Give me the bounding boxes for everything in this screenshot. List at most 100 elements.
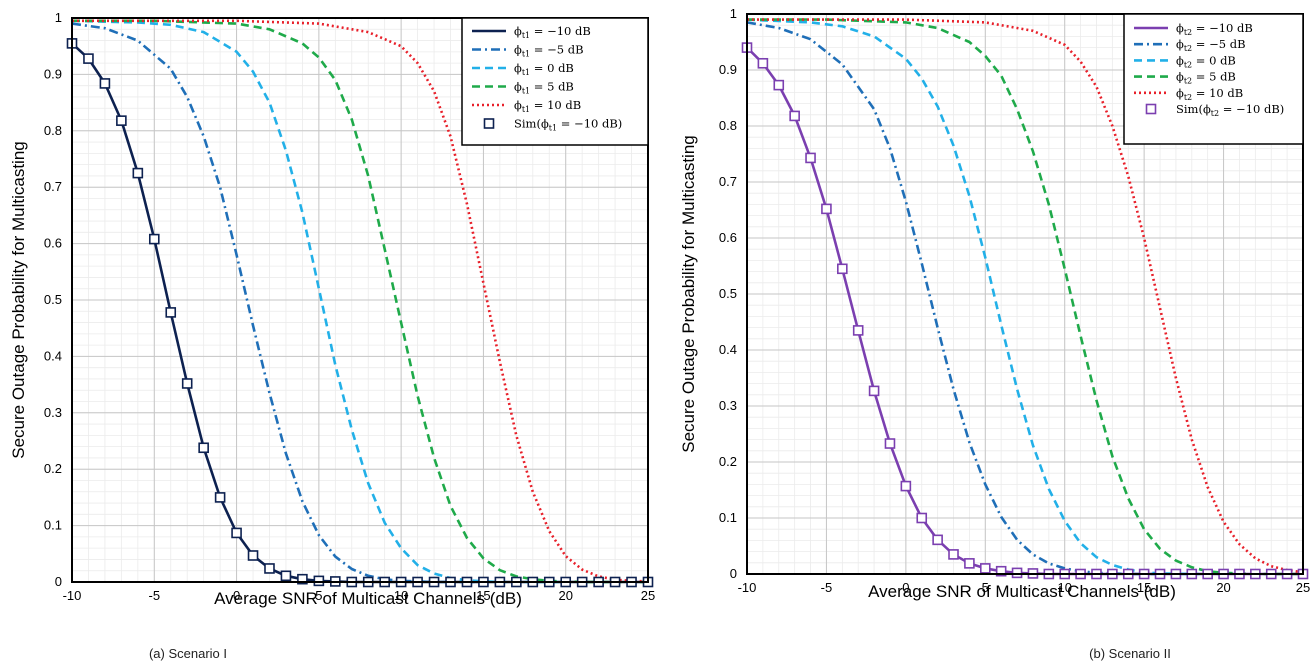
- legend-swatch: [483, 118, 495, 129]
- sim-marker: [165, 307, 177, 318]
- sim-marker: [900, 480, 912, 492]
- legend-entry-label: ϕt1 = −5 dB: [514, 43, 584, 59]
- legend-box: [1123, 13, 1304, 145]
- sim-marker: [868, 385, 880, 397]
- sim-marker: [231, 527, 242, 539]
- figure-caption: (a) Scenario I: [149, 646, 227, 661]
- x-tick-label: 0: [233, 588, 240, 603]
- series-line-5: [747, 18, 1304, 574]
- x-tick-label: -10: [63, 588, 82, 603]
- sim-marker: [995, 565, 1007, 577]
- sim-marker: [932, 534, 943, 546]
- legend-swatch: [1145, 103, 1157, 115]
- y-tick-label: 0.9: [44, 66, 62, 81]
- sim-marker: [83, 53, 94, 64]
- x-tick-label: 20: [558, 588, 572, 603]
- y-tick-label: 0.3: [44, 405, 62, 420]
- x-tick-label: 15: [476, 588, 490, 603]
- y-tick-label: 0.6: [719, 230, 737, 245]
- y-tick-label: 0.2: [719, 454, 737, 469]
- y-tick-label: 0.1: [719, 510, 737, 525]
- legend-entry-label: ϕt2 = −5 dB: [1176, 37, 1246, 53]
- y-tick-label: 0.1: [44, 518, 62, 533]
- series-line-3: [746, 18, 1224, 576]
- x-tick-label: 5: [315, 588, 322, 603]
- figure-caption: (b) Scenario II: [1089, 646, 1171, 661]
- legend-entry-label: Sim(ϕt1 = −10 dB): [514, 117, 622, 133]
- chart-panel-2: -10 -5 0 5 10 15 20 25 0 0.1 0.2 0.3 0.4 0.5 0.6 0.7 0.8…: [679, 6, 1310, 661]
- legend-entry-label: ϕt2 = −10 dB: [1176, 21, 1253, 37]
- legend: ϕt1 = −10 dB ϕt1 = −5 dB ϕt1 = 0 dB ϕt1 = 5…: [461, 17, 649, 146]
- plot-frame: [746, 13, 1304, 575]
- sim-marker: [99, 78, 111, 89]
- y-tick-label: 1: [55, 10, 62, 25]
- y-axis-title: Secure Outage Probability for Multicasti…: [9, 141, 28, 459]
- sim-marker: [773, 79, 785, 91]
- sim-marker: [979, 563, 991, 574]
- legend-entry-label: Sim(ϕt2 = −10 dB): [1176, 102, 1284, 118]
- sim-marker: [247, 550, 259, 561]
- y-tick-label: 0.5: [44, 292, 62, 307]
- x-tick-label: 10: [394, 588, 408, 603]
- sim-marker: [181, 378, 193, 389]
- y-tick-label: 0: [730, 566, 737, 581]
- legend-entry-label: ϕt2 = 0 dB: [1176, 53, 1236, 69]
- chart-panel-1: -10 -5 0 5 10 15 20 25 0 0.1 0.2 0.3 0.4 0.5 0.6 0.7 0.8…: [9, 10, 655, 661]
- x-axis-title: Average SNR of Multicast Channels (dB): [214, 589, 522, 608]
- sim-marker: [280, 570, 292, 582]
- y-tick-label: 1: [730, 6, 737, 21]
- sim-marker: [805, 152, 816, 164]
- legend-entry-label: ϕt1 = 10 dB: [514, 98, 581, 114]
- x-tick-label: 0: [902, 580, 909, 595]
- y-tick-label: 0.7: [44, 179, 62, 194]
- plot-frame: [71, 17, 649, 583]
- x-tick-label: -5: [821, 580, 833, 595]
- legend-entry-label: ϕt2 = 5 dB: [1176, 70, 1236, 86]
- series-line-3: [71, 19, 566, 584]
- y-tick-label: 0.2: [44, 461, 62, 476]
- sim-marker: [884, 438, 896, 449]
- x-tick-label: 15: [1137, 580, 1151, 595]
- series-line-4: [747, 18, 1303, 576]
- x-tick-label: 20: [1216, 580, 1230, 595]
- sim-marker: [148, 233, 160, 245]
- sim-marker: [821, 203, 832, 215]
- y-tick-label: 0.6: [44, 236, 62, 251]
- y-tick-label: 0.7: [719, 174, 737, 189]
- y-tick-label: 0: [55, 574, 62, 589]
- sim-marker: [264, 563, 275, 574]
- x-axis-title: Average SNR of Multicast Channels (dB): [868, 582, 1176, 601]
- y-tick-label: 0.5: [719, 286, 737, 301]
- x-tick-label: -10: [738, 580, 757, 595]
- y-tick-label: 0.3: [719, 398, 737, 413]
- y-tick-label: 0.4: [719, 342, 737, 357]
- x-tick-label: 25: [1296, 580, 1310, 595]
- sim-marker: [116, 115, 127, 126]
- sim-marker: [789, 110, 800, 122]
- sim-marker: [852, 325, 864, 336]
- sim-marker: [214, 492, 226, 503]
- legend-entry-label: ϕt1 = −10 dB: [514, 24, 591, 40]
- y-tick-label: 0.8: [719, 118, 737, 133]
- sim-marker: [757, 57, 769, 69]
- sim-marker: [948, 549, 959, 560]
- sim-marker: [313, 575, 325, 587]
- x-tick-label: 5: [982, 580, 989, 595]
- sim-marker: [297, 573, 308, 585]
- x-tick-label: -5: [149, 588, 161, 603]
- legend-entry-label: ϕt1 = 5 dB: [514, 80, 574, 96]
- legend-entry-label: ϕt1 = 0 dB: [514, 61, 574, 77]
- series-line-2: [71, 22, 484, 584]
- sim-marker: [198, 442, 209, 454]
- sim-marker: [837, 263, 848, 275]
- x-tick-label: 25: [641, 588, 655, 603]
- y-axis-title: Secure Outage Probability for Multicasti…: [679, 135, 698, 453]
- y-tick-label: 0.8: [44, 123, 62, 138]
- y-tick-label: 0.4: [44, 348, 62, 363]
- sim-marker: [916, 512, 928, 524]
- legend-entry-label: ϕt2 = 10 dB: [1176, 86, 1243, 102]
- sim-marker: [1011, 567, 1023, 579]
- sim-marker: [132, 167, 144, 179]
